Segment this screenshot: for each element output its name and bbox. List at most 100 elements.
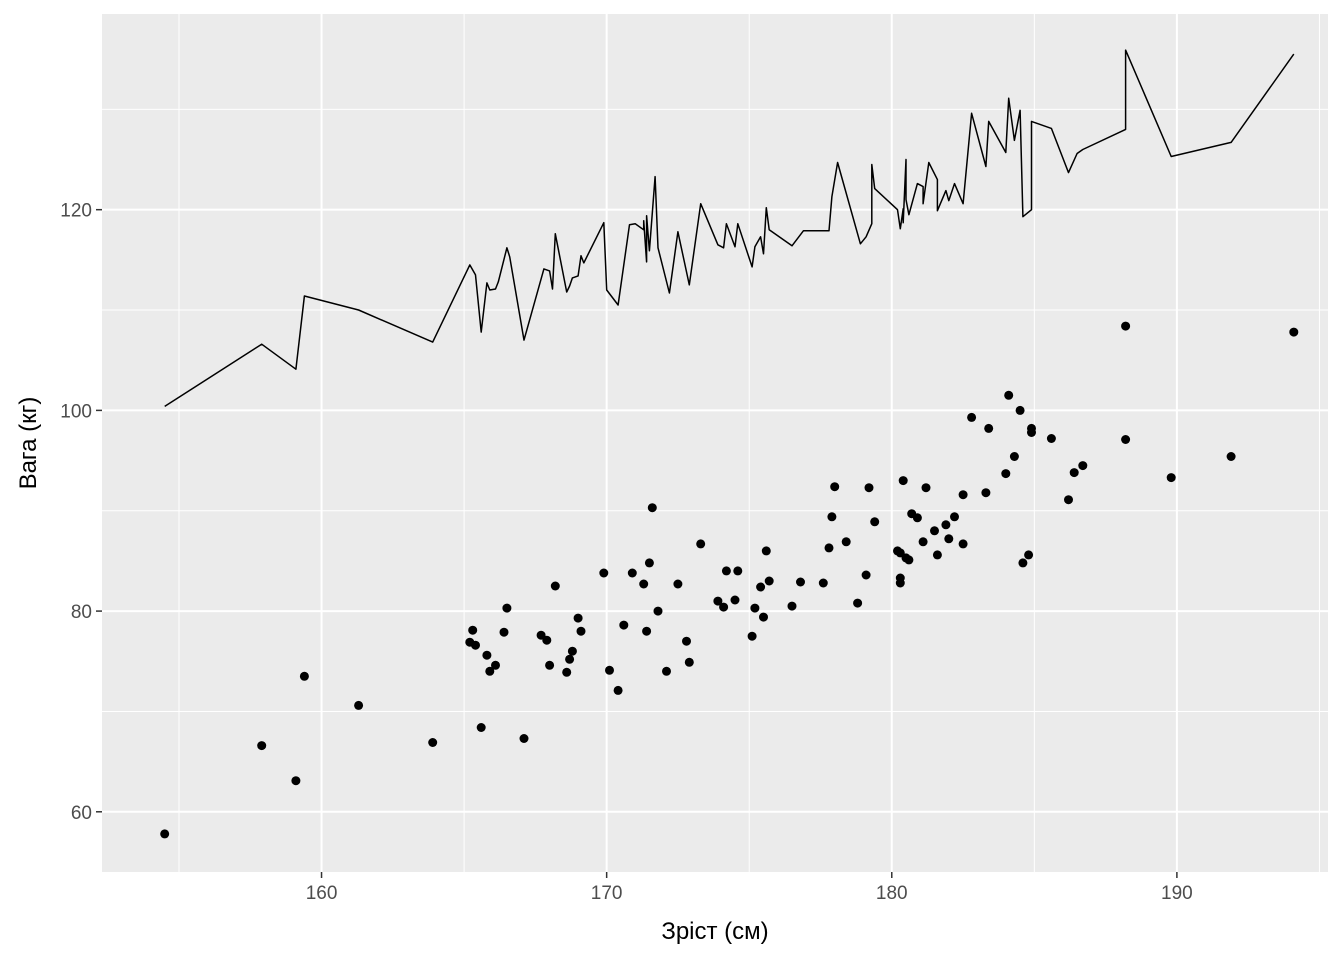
- series-line: [164, 49, 1295, 408]
- data-point: [291, 776, 301, 786]
- data-point: [468, 625, 478, 635]
- data-point: [950, 512, 959, 522]
- data-point: [1069, 468, 1079, 478]
- data-point: [895, 578, 905, 588]
- data-point: [1004, 390, 1014, 400]
- data-point: [1024, 550, 1034, 560]
- data-point: [1121, 321, 1131, 331]
- line-series: [164, 49, 1295, 408]
- data-point: [967, 412, 977, 422]
- data-point: [642, 626, 652, 636]
- data-point: [750, 603, 760, 613]
- data-point: [764, 576, 774, 586]
- data-point: [747, 631, 757, 641]
- x-tick-label: 160: [306, 883, 338, 904]
- data-point: [567, 646, 577, 656]
- data-point: [730, 595, 740, 605]
- data-point: [930, 526, 939, 536]
- data-point: [981, 488, 991, 498]
- data-point: [830, 482, 840, 492]
- data-point: [904, 555, 914, 565]
- data-point: [662, 666, 671, 676]
- data-point: [545, 660, 555, 670]
- data-point: [550, 581, 560, 591]
- data-point: [1121, 435, 1131, 444]
- data-point: [499, 627, 509, 637]
- data-point: [1015, 405, 1025, 415]
- x-tick-label: 190: [1161, 883, 1193, 904]
- data-point: [485, 666, 495, 676]
- data-point: [761, 546, 771, 556]
- data-point: [818, 578, 828, 588]
- data-point: [354, 700, 364, 710]
- y-tick-label: 120: [60, 201, 92, 222]
- data-point: [573, 613, 583, 623]
- data-point: [759, 612, 768, 622]
- major-gridlines: [102, 14, 1328, 872]
- data-point: [605, 665, 614, 675]
- data-point: [502, 603, 512, 613]
- data-point: [756, 582, 766, 592]
- data-point: [684, 657, 694, 667]
- data-point: [912, 513, 922, 523]
- data-point: [576, 626, 586, 636]
- data-point: [853, 598, 863, 608]
- data-point: [647, 503, 657, 513]
- data-point: [613, 685, 623, 695]
- data-point: [1289, 327, 1299, 337]
- data-point: [682, 636, 691, 646]
- scatter-series: [160, 321, 1299, 839]
- data-point: [1001, 469, 1011, 479]
- data-point: [787, 601, 797, 611]
- data-point: [1078, 461, 1088, 471]
- data-point: [471, 640, 480, 650]
- data-point: [1027, 428, 1036, 437]
- data-point: [619, 620, 629, 630]
- data-point: [827, 512, 837, 522]
- data-point: [476, 723, 486, 732]
- data-point: [599, 568, 609, 578]
- data-point: [644, 558, 654, 568]
- data-point: [721, 566, 731, 576]
- data-point: [1046, 434, 1056, 443]
- data-point: [984, 423, 994, 433]
- data-point: [944, 534, 954, 544]
- data-point: [519, 734, 529, 743]
- data-point: [491, 660, 500, 670]
- data-point: [841, 537, 851, 547]
- data-point: [733, 566, 743, 576]
- y-tick-label: 60: [71, 803, 92, 824]
- data-point: [719, 602, 729, 612]
- data-point: [542, 635, 552, 645]
- x-axis-title: Зріст (см): [661, 918, 768, 945]
- data-point: [160, 829, 170, 839]
- data-point: [958, 539, 968, 549]
- data-point: [870, 517, 880, 527]
- data-point: [921, 483, 931, 493]
- data-point: [713, 596, 723, 606]
- data-point: [898, 476, 908, 486]
- data-point: [257, 741, 267, 751]
- data-point: [824, 543, 834, 553]
- data-point: [1018, 558, 1028, 568]
- data-point: [932, 550, 942, 560]
- data-point: [958, 490, 968, 500]
- data-point: [861, 570, 871, 580]
- data-point: [653, 606, 663, 616]
- data-point: [918, 537, 928, 547]
- data-point: [639, 579, 649, 589]
- data-point: [864, 483, 874, 493]
- x-axis-ticks: 160 170 180 190: [306, 872, 1193, 904]
- y-tick-label: 80: [71, 602, 92, 623]
- y-axis-ticks: 60 80 100 120: [60, 201, 102, 824]
- data-point: [1166, 473, 1176, 483]
- data-point: [428, 738, 438, 747]
- data-point: [696, 539, 706, 549]
- data-point: [673, 579, 683, 589]
- data-point: [299, 671, 309, 681]
- data-point: [796, 577, 805, 587]
- y-tick-label: 100: [60, 401, 92, 422]
- data-point: [565, 654, 575, 664]
- data-point: [627, 568, 637, 578]
